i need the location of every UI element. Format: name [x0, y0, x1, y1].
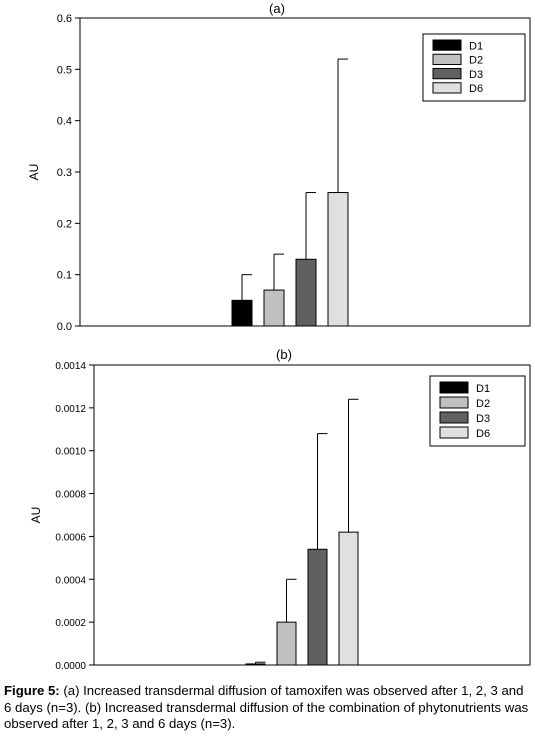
legend-label: D6: [469, 83, 483, 95]
bar: [276, 621, 297, 666]
legend-swatch: [432, 82, 462, 94]
legend-swatch: [432, 68, 462, 80]
y-tick-label: 0.0: [57, 321, 72, 333]
legend-swatch: [439, 411, 469, 424]
y-tick-label: 0.0010: [55, 447, 86, 458]
y-axis-label: AU: [27, 164, 41, 181]
y-axis-label: AU: [29, 507, 43, 524]
panel-label: (a): [269, 1, 285, 16]
bar: [307, 548, 328, 666]
y-tick-label: 0.0012: [55, 404, 86, 415]
figure-caption: Figure 5: (a) Increased transdermal diff…: [4, 683, 532, 733]
y-tick-label: 0.0006: [55, 532, 86, 543]
figure: (a) 0.0 0.1 0.2 0.3 0.4 0.5 0.6 AU D1 D2 D3 D6 (b) 0.…: [27, 1, 531, 672]
legend-label: D3: [469, 69, 483, 81]
y-tick-label: 0.1: [57, 270, 72, 282]
y-tick-label: 0.6: [57, 13, 72, 25]
y-tick-label: 0.0000: [55, 661, 86, 672]
bar: [245, 663, 266, 666]
panel-label: (b): [276, 347, 292, 362]
legend-swatch: [439, 396, 469, 409]
legend-label: D1: [469, 40, 483, 52]
y-tick-label: 0.0002: [55, 618, 86, 629]
y-tick-label: 0.5: [57, 64, 72, 76]
legend-swatch: [432, 53, 462, 65]
legend-swatch: [439, 426, 469, 439]
y-tick-label: 0.0008: [55, 490, 86, 501]
y-tick-label: 0.0014: [55, 361, 86, 372]
bar: [263, 289, 285, 327]
legend-label: D1: [476, 383, 490, 395]
y-tick-label: 0.4: [57, 116, 72, 128]
y-tick-label: 0.2: [57, 218, 72, 230]
legend-swatch: [439, 381, 469, 394]
chart-panel-a: (a) 0.0 0.1 0.2 0.3 0.4 0.5 0.6 AU D1 D2 D3 D6: [27, 1, 531, 333]
legend-label: D2: [476, 398, 490, 410]
y-tick-label: 0.0004: [55, 575, 86, 586]
bar: [295, 258, 317, 327]
y-tick-label: 0.3: [57, 167, 72, 179]
bar: [231, 299, 253, 327]
bar: [338, 531, 359, 666]
legend-label: D2: [469, 55, 483, 67]
legend-label: D6: [476, 428, 490, 440]
caption-label: Figure 5:: [4, 683, 60, 698]
legend-swatch: [432, 39, 462, 51]
chart-panel-b: (b) 0.0000 0.0002 0.0004 0.0006 0.0008 0.0010 0…: [29, 347, 531, 672]
bar: [327, 192, 349, 327]
legend-label: D3: [476, 413, 490, 425]
caption-text: (a) Increased transdermal diffusion of t…: [4, 683, 529, 731]
